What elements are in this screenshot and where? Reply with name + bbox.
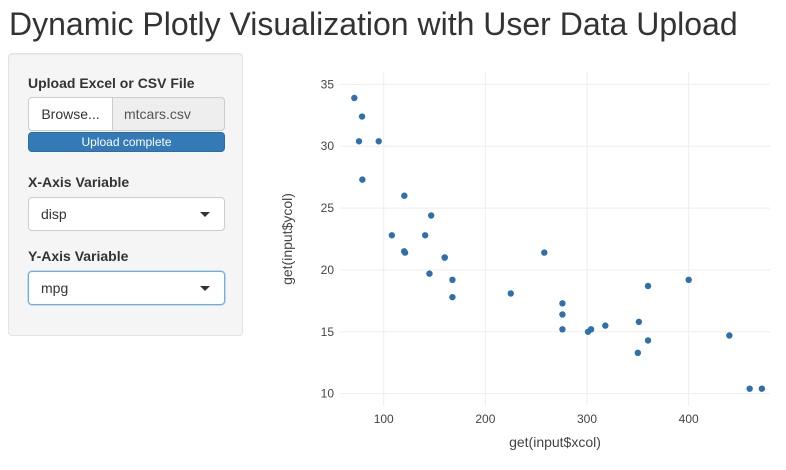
scatter-point[interactable] [685,276,692,284]
y-tick-label: 10 [321,387,335,401]
upload-progress-bar: Upload complete [28,132,225,152]
y-tick-label: 30 [321,139,335,153]
file-name-field[interactable]: mtcars.csv [113,97,225,131]
scatter-plot[interactable]: 100 200 300 400 10 15 20 25 30 35 get(input$xcol)… [260,60,780,460]
scatter-point[interactable] [635,318,643,326]
scatter-point[interactable] [746,385,753,392]
y-axis-label: Y-Axis Variable [28,248,129,264]
scatter-point[interactable] [359,176,366,183]
x-axis-label: X-Axis Variable [28,174,130,190]
scatter-point[interactable] [584,328,592,335]
y-tick-label: 20 [321,263,335,277]
scatter-point[interactable] [644,282,652,290]
scatter-point[interactable] [449,276,456,284]
scatter-point[interactable] [559,300,566,307]
chevron-down-icon [200,286,210,291]
scatter-point[interactable] [427,212,435,219]
scatter-point[interactable] [441,254,448,261]
chevron-down-icon [200,212,210,217]
x-axis-title: get(input$xcol) [509,434,601,450]
scatter-point[interactable] [388,232,396,239]
scatter-point[interactable] [421,232,429,239]
y-axis-title: get(input$ycol) [279,193,295,285]
x-tick-label: 200 [475,412,495,426]
sidebar-panel: Upload Excel or CSV File Browse... mtcar… [8,53,243,336]
plot-ticks: 100 200 300 400 10 15 20 25 30 35 [321,77,699,426]
scatter-point[interactable] [559,326,566,333]
page-title: Dynamic Plotly Visualization with User D… [9,6,738,42]
scatter-point[interactable] [541,249,548,256]
scatter-point[interactable] [375,138,382,145]
y-tick-label: 15 [321,325,335,339]
upload-label: Upload Excel or CSV File [28,75,195,91]
scatter-point[interactable] [758,385,766,392]
scatter-point[interactable] [401,249,409,256]
x-tick-label: 100 [374,412,394,426]
upload-progress-text: Upload complete [81,135,172,149]
scatter-point[interactable] [401,192,408,199]
x-axis-select-value: disp [41,206,67,222]
plot-grid [340,72,770,406]
browse-button[interactable]: Browse... [28,97,113,131]
file-upload-group: Browse... mtcars.csv [28,97,225,131]
scatter-point[interactable] [355,138,363,145]
scatter-point[interactable] [559,311,566,318]
scatter-point[interactable] [449,293,456,301]
scatter-point[interactable] [644,337,652,344]
y-axis-select[interactable]: mpg [28,271,225,305]
y-tick-label: 35 [321,77,335,91]
scatter-point[interactable] [602,322,609,329]
plot-points [351,94,766,392]
x-axis-select[interactable]: disp [28,197,225,231]
y-axis-select-value: mpg [41,280,69,296]
scatter-point[interactable] [358,113,366,120]
scatter-point[interactable] [507,290,514,297]
scatter-point[interactable] [351,94,358,102]
x-tick-label: 300 [577,412,597,426]
y-tick-label: 25 [321,201,335,215]
scatter-point[interactable] [634,349,642,357]
scatter-point[interactable] [726,332,733,339]
scatter-point[interactable] [426,270,433,277]
x-tick-label: 400 [679,412,699,426]
